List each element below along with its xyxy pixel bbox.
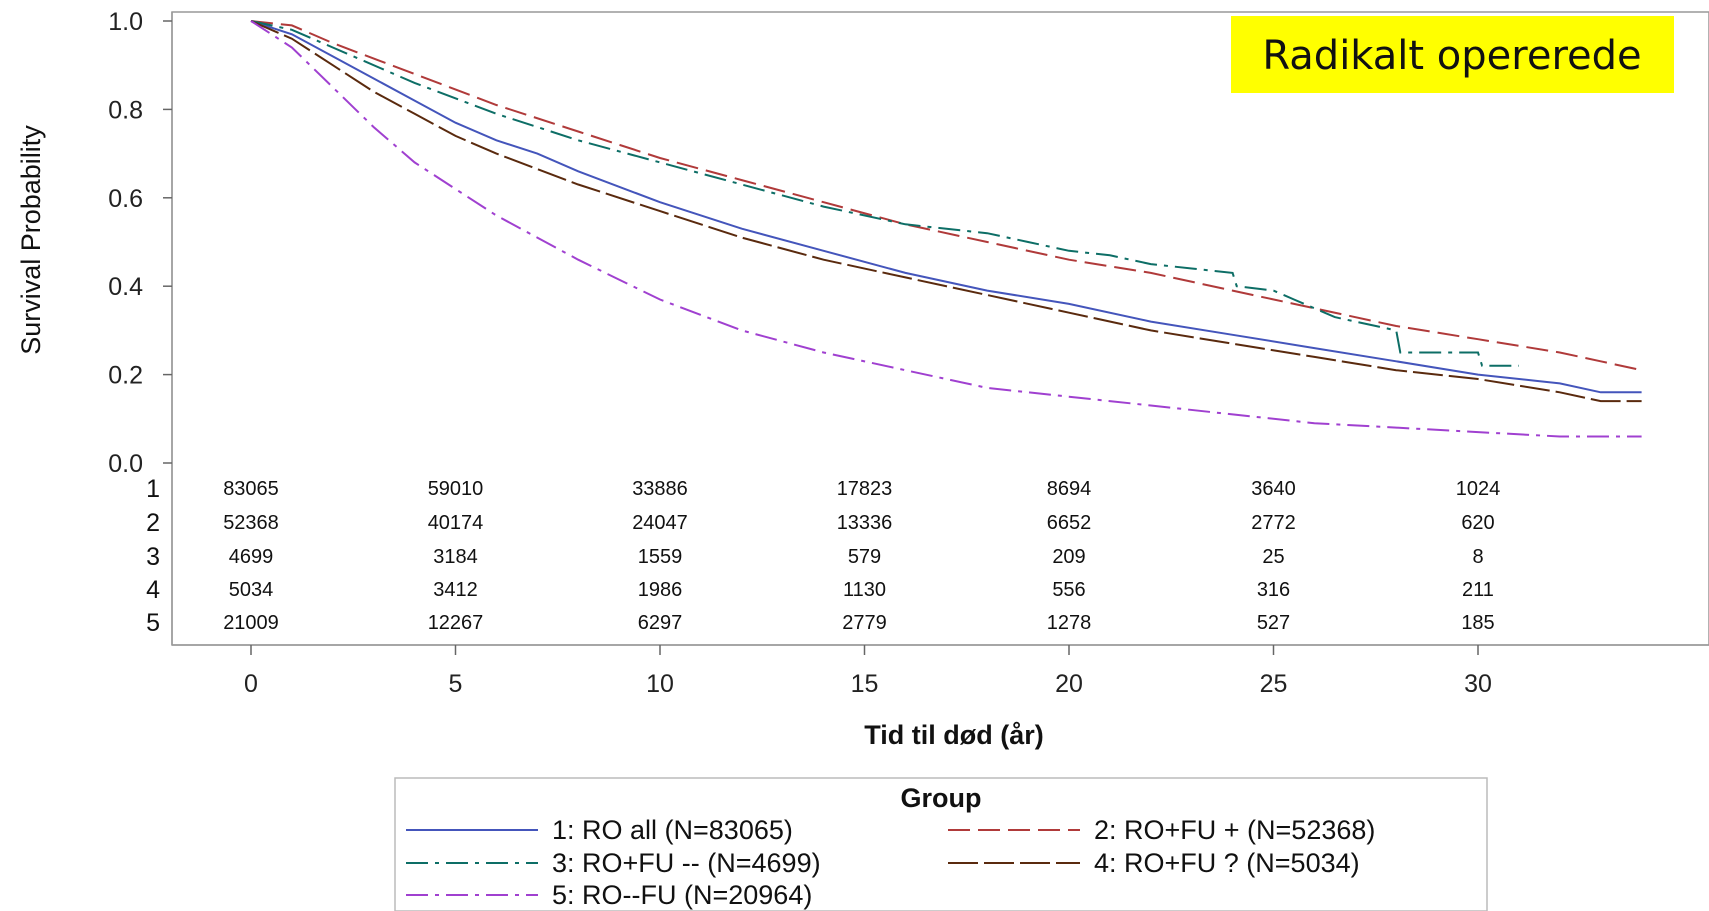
legend-entry-3: 3: RO+FU -- (N=4699) [552,848,821,878]
risk-value: 2772 [1251,512,1296,534]
x-tick-label: 30 [1464,670,1492,698]
risk-value: 33886 [632,478,688,500]
risk-value: 59010 [428,478,484,500]
risk-value: 21009 [223,612,279,634]
risk-value: 620 [1461,512,1494,534]
annotation-text: Radikalt opererede [1262,33,1641,79]
risk-value: 316 [1257,579,1290,601]
risk-value: 527 [1257,612,1290,634]
legend-frame [394,777,1488,911]
x-tick-label: 25 [1260,670,1288,698]
x-axis: 0 5 10 15 20 25 30 [172,644,1709,698]
risk-value: 40174 [428,512,484,534]
risk-value: 1024 [1456,478,1501,500]
risk-value: 24047 [632,512,688,534]
risk-value: 556 [1052,579,1085,601]
x-tick-label: 20 [1055,670,1083,698]
y-axis-title: Survival Probability [16,125,46,355]
legend-title: Group [901,783,982,813]
risk-value: 1278 [1047,612,1092,634]
series-line-2 [250,20,1642,372]
y-tick-label: 0.4 [108,273,143,301]
x-axis-title: Tid til død (år) [864,720,1043,750]
risk-value: 3412 [433,579,478,601]
risk-value: 185 [1461,612,1494,634]
risk-group-label: 3 [146,543,160,571]
risk-value: 8694 [1047,478,1092,500]
risk-value: 2779 [842,612,887,634]
risk-value: 17823 [837,478,893,500]
risk-group-label: 1 [146,475,160,503]
x-tick-label: 5 [449,670,463,698]
risk-value: 83065 [223,478,279,500]
y-axis: 0.0 0.2 0.4 0.6 0.8 1.0 [108,8,173,645]
series-line-4 [250,20,1642,403]
legend: Group 1: RO all (N=83065) 2: RO+FU + (N=5… [394,777,1488,911]
series-lines [250,20,1642,438]
annotation-box [1231,16,1674,93]
y-tick-label: 0.8 [108,96,143,124]
legend-entry-5: 5: RO--FU (N=20964) [552,880,812,910]
risk-value: 579 [848,546,881,568]
risk-value: 52368 [223,512,279,534]
y-tick-label: 1.0 [108,8,143,36]
risk-group-label: 5 [146,609,160,637]
legend-entry-1: 1: RO all (N=83065) [552,815,793,845]
risk-value: 6652 [1047,512,1092,534]
risk-value: 12267 [428,612,484,634]
risk-group-label: 2 [146,509,160,537]
risk-value: 13336 [837,512,893,534]
risk-value: 1986 [638,579,683,601]
risk-value: 8 [1472,546,1483,568]
y-tick-label: 0.2 [108,362,143,390]
y-tick-label: 0.6 [108,185,143,213]
risk-value: 209 [1052,546,1085,568]
series-line-1 [250,20,1642,394]
risk-value: 1559 [638,546,683,568]
x-tick-label: 0 [244,670,258,698]
x-tick-label: 15 [851,670,879,698]
risk-value: 211 [1462,579,1494,601]
risk-value: 3184 [433,546,478,568]
risk-value: 5034 [229,579,274,601]
risk-value: 6297 [638,612,683,634]
risk-group-label: 4 [146,576,160,604]
legend-entry-2: 2: RO+FU + (N=52368) [1094,815,1375,845]
risk-table: 1 83065 59010 33886 17823 8694 3640 1024 2 52368 4… [146,475,1500,637]
risk-value: 1130 [843,579,886,601]
y-tick-label: 0.0 [108,450,143,478]
series-line-5 [250,20,1642,438]
legend-entry-4: 4: RO+FU ? (N=5034) [1094,848,1360,878]
risk-value: 25 [1262,546,1284,568]
risk-value: 4699 [229,546,274,568]
x-tick-label: 10 [646,670,674,698]
risk-value: 3640 [1251,478,1296,500]
series-line-3 [250,20,1519,367]
